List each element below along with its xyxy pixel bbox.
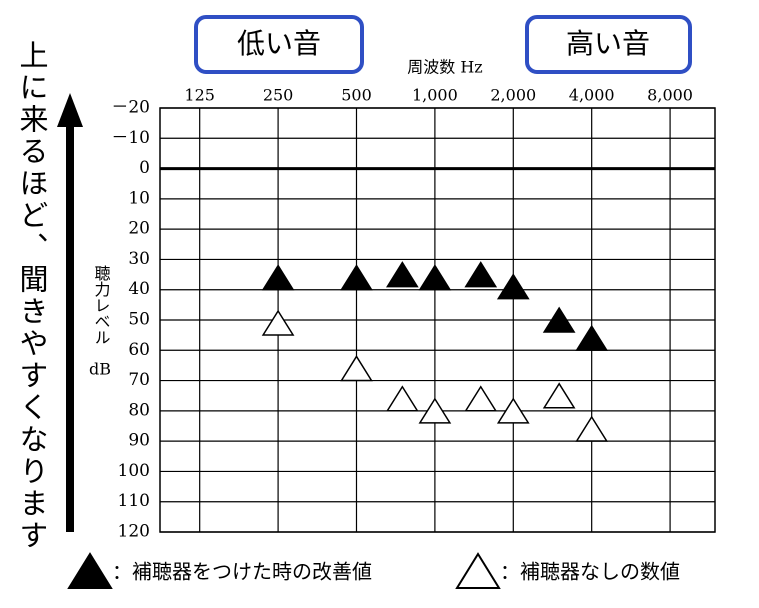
y-tick-label: 40 xyxy=(128,279,150,299)
marker xyxy=(261,309,295,336)
y-tick-label: 110 xyxy=(118,491,150,511)
x-tick-label: 500 xyxy=(341,86,372,105)
x-tick-label: 8,000 xyxy=(647,86,693,105)
y-tick-label: 0 xyxy=(139,158,150,178)
y-tick-label: 120 xyxy=(118,522,150,542)
y-tick-label: 70 xyxy=(128,370,150,390)
y-tick-label: 10 xyxy=(128,188,150,208)
marker xyxy=(542,306,576,333)
marker xyxy=(575,415,609,442)
marker xyxy=(542,382,576,409)
x-tick-label: 1,000 xyxy=(412,86,458,105)
y-tick-label: 90 xyxy=(128,431,150,451)
legend-marker xyxy=(455,552,501,589)
y-tick-label: 20 xyxy=(128,219,150,239)
y-tick-label: 80 xyxy=(128,400,150,420)
y-tick-label: 30 xyxy=(128,249,150,269)
marker xyxy=(340,264,373,291)
legend-label: ：補聴器をつけた時の改善値 xyxy=(112,560,372,584)
y-tick-label: －20 xyxy=(111,98,150,118)
y-axis-label: 聴力レベル xyxy=(92,265,111,345)
annotation: 高い音 xyxy=(566,27,650,60)
x-tick-label: 250 xyxy=(263,86,294,105)
marker xyxy=(496,273,530,300)
marker xyxy=(575,324,609,351)
marker xyxy=(386,385,419,412)
y-tick-label: 50 xyxy=(128,310,150,330)
annotation-box xyxy=(525,15,692,74)
arrow-head xyxy=(57,93,83,127)
marker xyxy=(496,397,530,424)
side-note: 上に来るほど、聞きやすくなります xyxy=(15,40,49,552)
annotation-box xyxy=(194,15,364,74)
y-axis-unit: dB xyxy=(89,360,111,379)
marker xyxy=(418,264,452,291)
x-tick-label: 125 xyxy=(184,86,215,105)
marker xyxy=(464,261,498,288)
marker xyxy=(261,264,295,291)
marker xyxy=(386,261,419,288)
y-tick-label: －10 xyxy=(111,128,150,148)
marker xyxy=(464,385,498,412)
legend-label: ：補聴器なしの数値 xyxy=(500,560,680,584)
x-axis-label: 周波数 Hz xyxy=(407,58,482,77)
marker xyxy=(418,397,452,424)
legend-marker xyxy=(67,552,113,589)
x-tick-label: 2,000 xyxy=(490,86,536,105)
marker xyxy=(340,355,373,382)
x-tick-label: 4,000 xyxy=(569,86,615,105)
plot-frame xyxy=(159,107,716,533)
annotation: 低い音 xyxy=(237,27,321,60)
y-tick-label: 100 xyxy=(118,461,150,481)
y-tick-label: 60 xyxy=(128,340,150,360)
